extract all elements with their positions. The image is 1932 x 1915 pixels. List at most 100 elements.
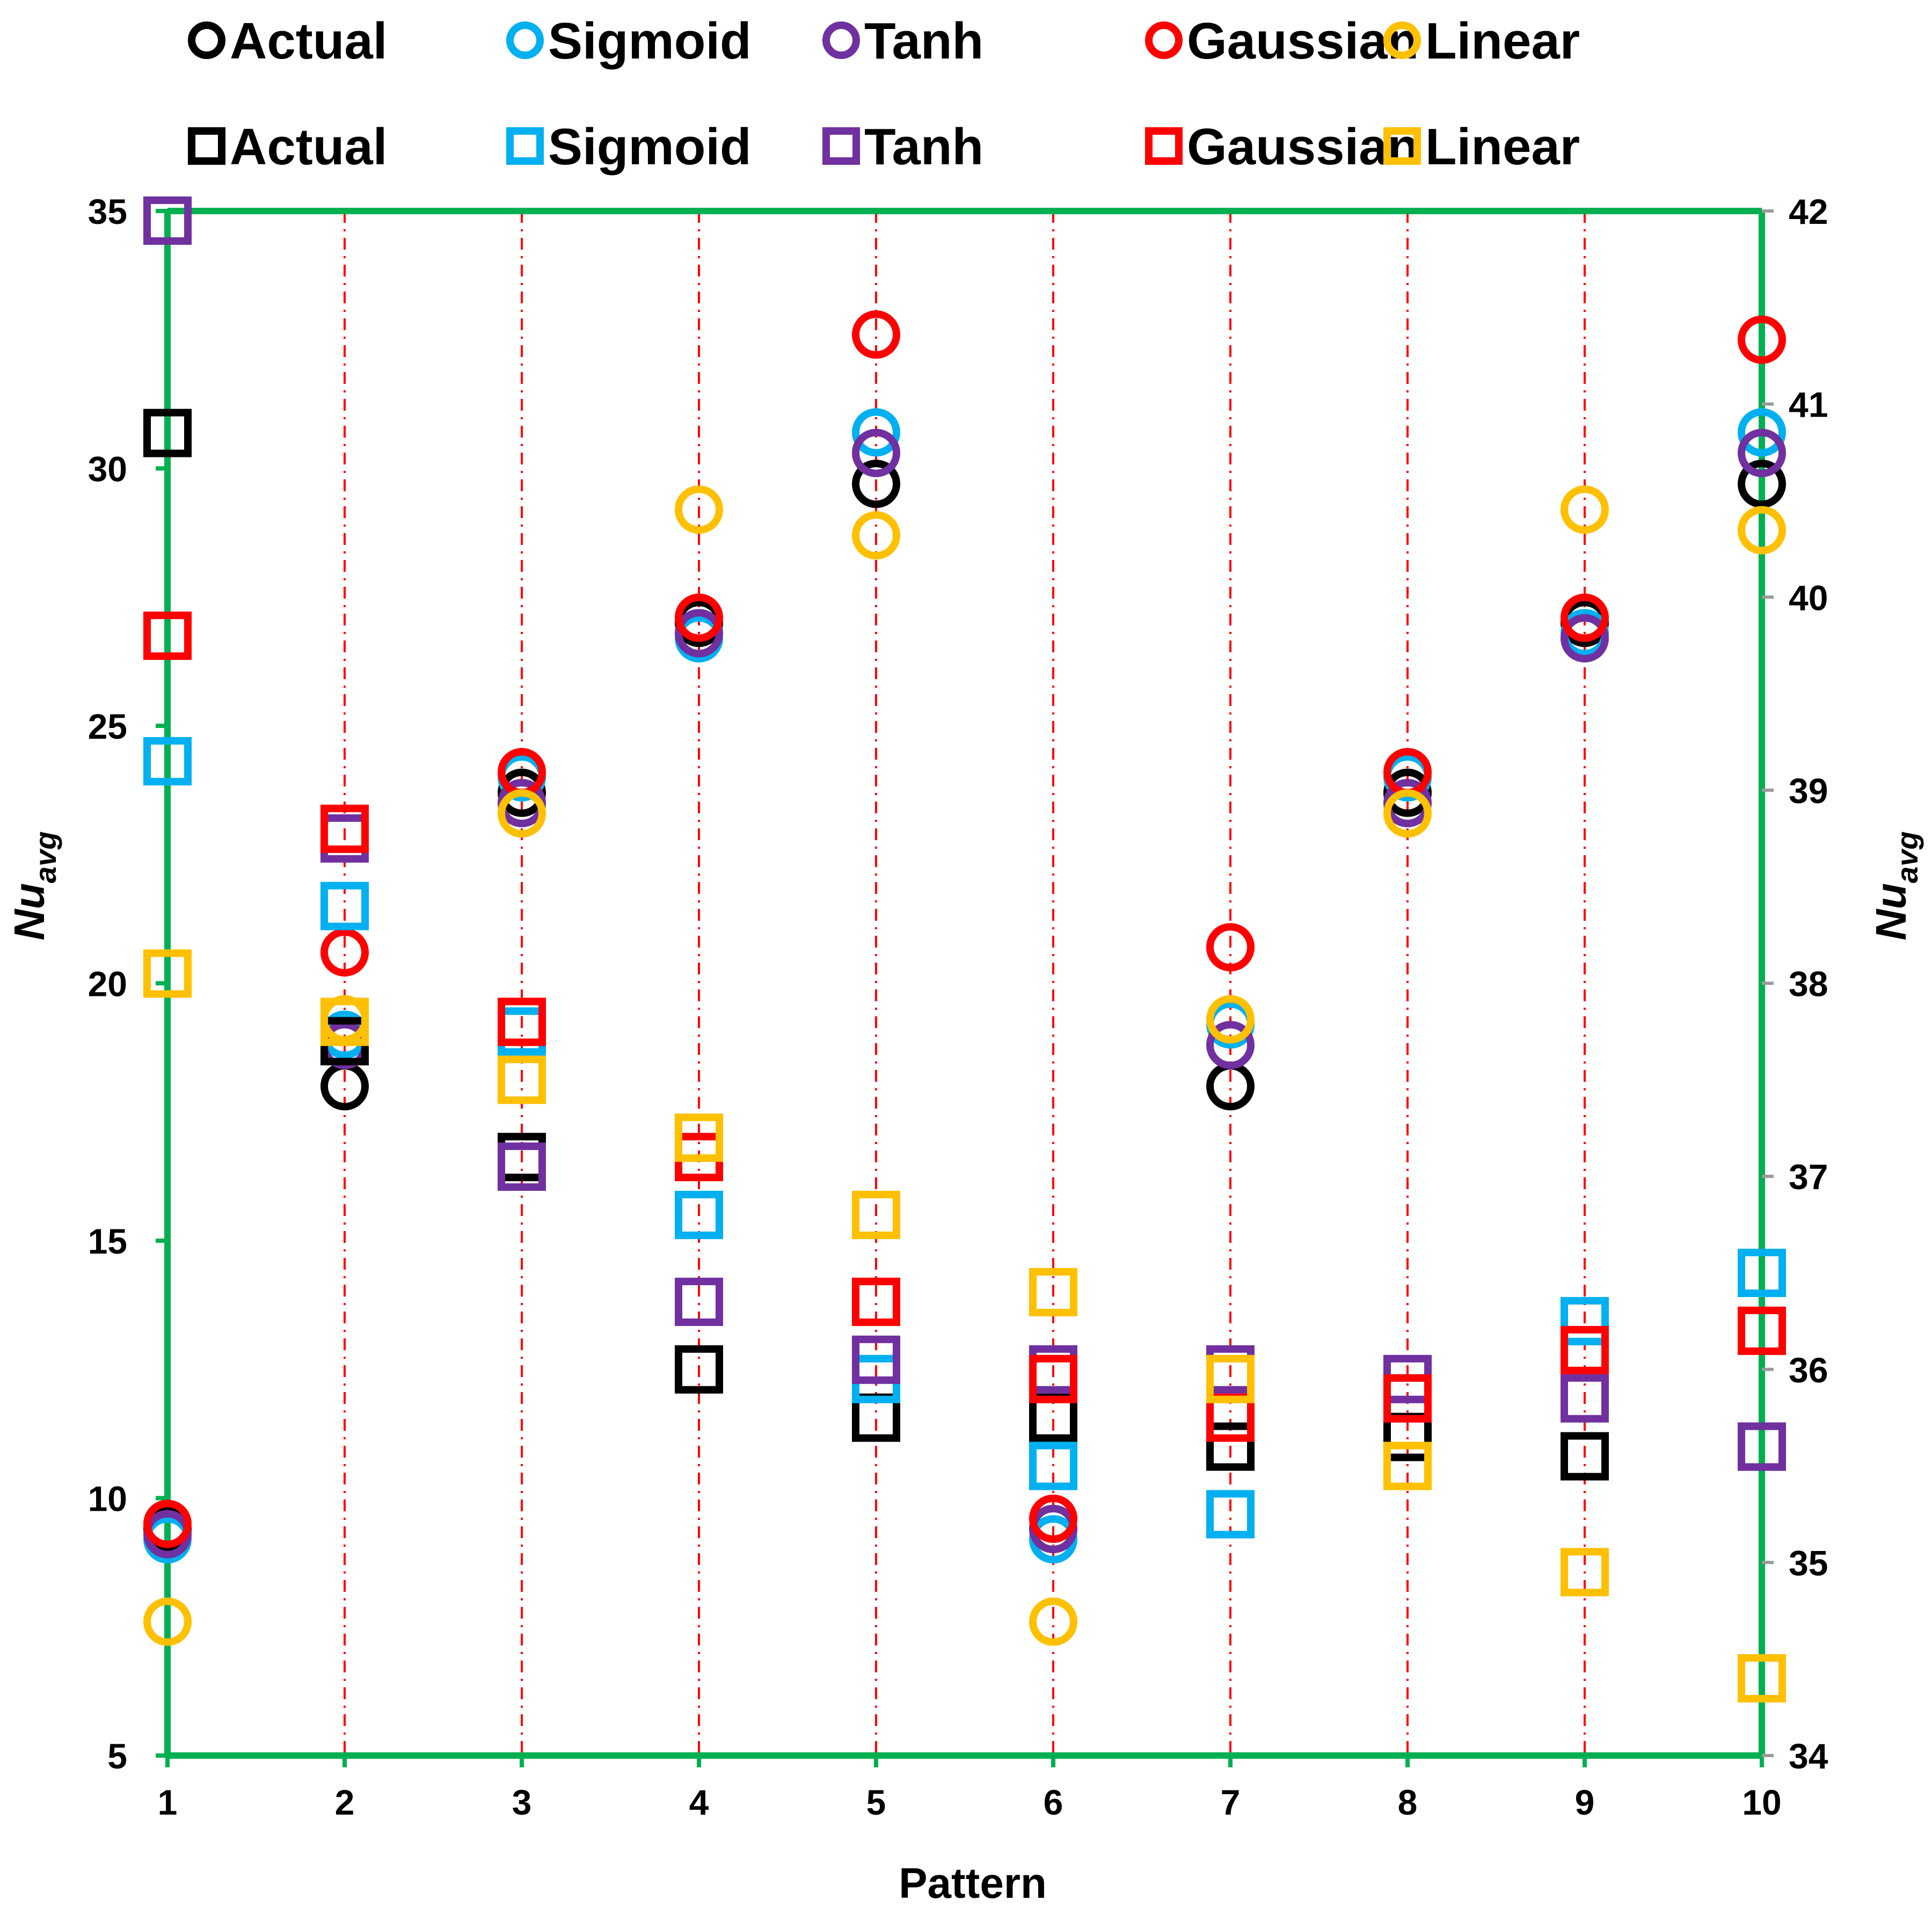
tanh-square-point (143, 196, 192, 245)
gaussian-square-point (852, 1277, 900, 1326)
linear-circle-point (1206, 995, 1255, 1044)
y-tick-label: 25 (88, 707, 127, 746)
x-tick-label: 4 (689, 1782, 709, 1822)
tanh-square-point (498, 1142, 546, 1191)
axis-ticks: 1 2 3 4 5 6 7 8 9 1051015202530353435363738394041… (88, 192, 1828, 1822)
y-axis-title: Nuavg (5, 831, 62, 940)
tanh-circle-point (1738, 428, 1786, 477)
legend-marker-actual (188, 127, 225, 165)
gaussian-circle-point (1561, 593, 1609, 642)
legend-label-sigmoid: Sigmoid (548, 118, 752, 176)
y-tick-label: 35 (88, 192, 127, 231)
linear-square-point (1383, 1441, 1432, 1490)
legend-label-linear: Linear (1425, 118, 1580, 176)
sigmoid-circle-point (852, 408, 900, 457)
linear-square-point (852, 1191, 900, 1240)
legend-label-actual: Actual (230, 12, 387, 70)
x-tick-label: 5 (866, 1782, 886, 1822)
y2-tick-label: 42 (1789, 192, 1828, 231)
y-tick-label: 10 (88, 1479, 127, 1519)
y-tick-label: 20 (88, 964, 127, 1004)
legend-marker-linear (1383, 127, 1421, 165)
tanh-circle-point (1206, 1021, 1255, 1069)
actual-square-point (1561, 1432, 1609, 1481)
tanh-square-point (1738, 1422, 1786, 1471)
legend-label-tanh: Tanh (864, 118, 983, 176)
legend: Actual Sigmoid Tanh Gaussian Linear Actual Sig… (188, 12, 1580, 176)
y2-tick-label: 36 (1789, 1350, 1828, 1390)
linear-square-point (1561, 1548, 1609, 1597)
linear-square-point (320, 997, 369, 1046)
sigmoid-square-point (1206, 1490, 1255, 1539)
gaussian-circle-point (143, 1499, 192, 1548)
linear-square-point (143, 949, 192, 998)
gaussian-square-point (498, 997, 546, 1046)
x-tick-label: 2 (335, 1782, 355, 1822)
legend-marker-tanh (822, 127, 860, 165)
linear-square-point (1029, 1268, 1077, 1316)
gaussian-circle-point (1029, 1494, 1077, 1543)
x-tick-label: 9 (1575, 1782, 1595, 1822)
x-tick-label: 7 (1221, 1782, 1241, 1822)
y-tick-label: 15 (88, 1221, 127, 1261)
linear-circle-point (498, 789, 546, 838)
sigmoid-square-point (675, 1191, 723, 1240)
legend-label-sigmoid: Sigmoid (548, 12, 752, 70)
legend-marker-actual (188, 21, 225, 59)
legend-marker-sigmoid (506, 21, 544, 59)
legend-label-tanh: Tanh (864, 12, 983, 70)
actual-square-point (143, 409, 192, 457)
y2-tick-label: 35 (1789, 1543, 1828, 1583)
legend-marker-gaussian (1145, 21, 1183, 59)
actual-circle-point (1738, 460, 1786, 508)
sigmoid-circle-point (1738, 408, 1786, 457)
legend-label-actual: Actual (230, 118, 387, 176)
sigmoid-square-point (143, 737, 192, 785)
plot-frame (164, 208, 1765, 1759)
linear-square-point (1206, 1355, 1255, 1403)
gaussian-circle-point (1206, 923, 1255, 972)
linear-circle-point (1029, 1597, 1077, 1646)
gaussian-square-point (1561, 1326, 1609, 1374)
x-tick-label: 6 (1044, 1782, 1063, 1822)
gaussian-square-point (1029, 1355, 1077, 1403)
y2-tick-label: 39 (1789, 771, 1828, 811)
linear-circle-point (1561, 485, 1609, 534)
actual-circle-point (852, 460, 900, 508)
gaussian-circle-point (675, 593, 723, 642)
linear-circle-point (143, 1597, 192, 1646)
sigmoid-square-point (320, 882, 369, 930)
gaussian-square-point (320, 804, 369, 853)
sigmoid-square-point (1561, 1297, 1609, 1345)
linear-circle-point (1738, 506, 1786, 555)
tanh-square-point (675, 1277, 723, 1326)
x-tick-label: 3 (512, 1782, 532, 1822)
x-tick-label: 10 (1742, 1782, 1781, 1822)
y-tick-label: 30 (88, 449, 127, 489)
y2-tick-label: 34 (1789, 1736, 1828, 1776)
tanh-square-point (1561, 1374, 1609, 1423)
tanh-circle-point (675, 609, 723, 658)
legend-marker-gaussian (1145, 127, 1183, 165)
y2-axis-title: Nuavg (1867, 831, 1924, 940)
tanh-square-point (852, 1335, 900, 1384)
tanh-circle-point (852, 428, 900, 477)
linear-circle-point (1383, 789, 1432, 838)
legend-label-linear: Linear (1425, 12, 1580, 70)
legend-marker-sigmoid (506, 127, 544, 165)
linear-circle-point (852, 511, 900, 560)
gaussian-circle-point (320, 928, 369, 977)
linear-circle-point (675, 485, 723, 534)
sigmoid-square-point (1738, 1248, 1786, 1297)
gaussian-square-point (1383, 1374, 1432, 1423)
legend-marker-linear (1383, 21, 1421, 59)
actual-square-point (675, 1345, 723, 1394)
sigmoid-square-point (1029, 1441, 1077, 1490)
y2-tick-label: 40 (1789, 578, 1828, 617)
legend-marker-tanh (822, 21, 860, 59)
y2-tick-label: 38 (1789, 964, 1828, 1004)
legend-label-gaussian: Gaussian (1187, 118, 1419, 176)
x-axis-title: Pattern (899, 1859, 1047, 1907)
gaussian-square-point (143, 611, 192, 660)
